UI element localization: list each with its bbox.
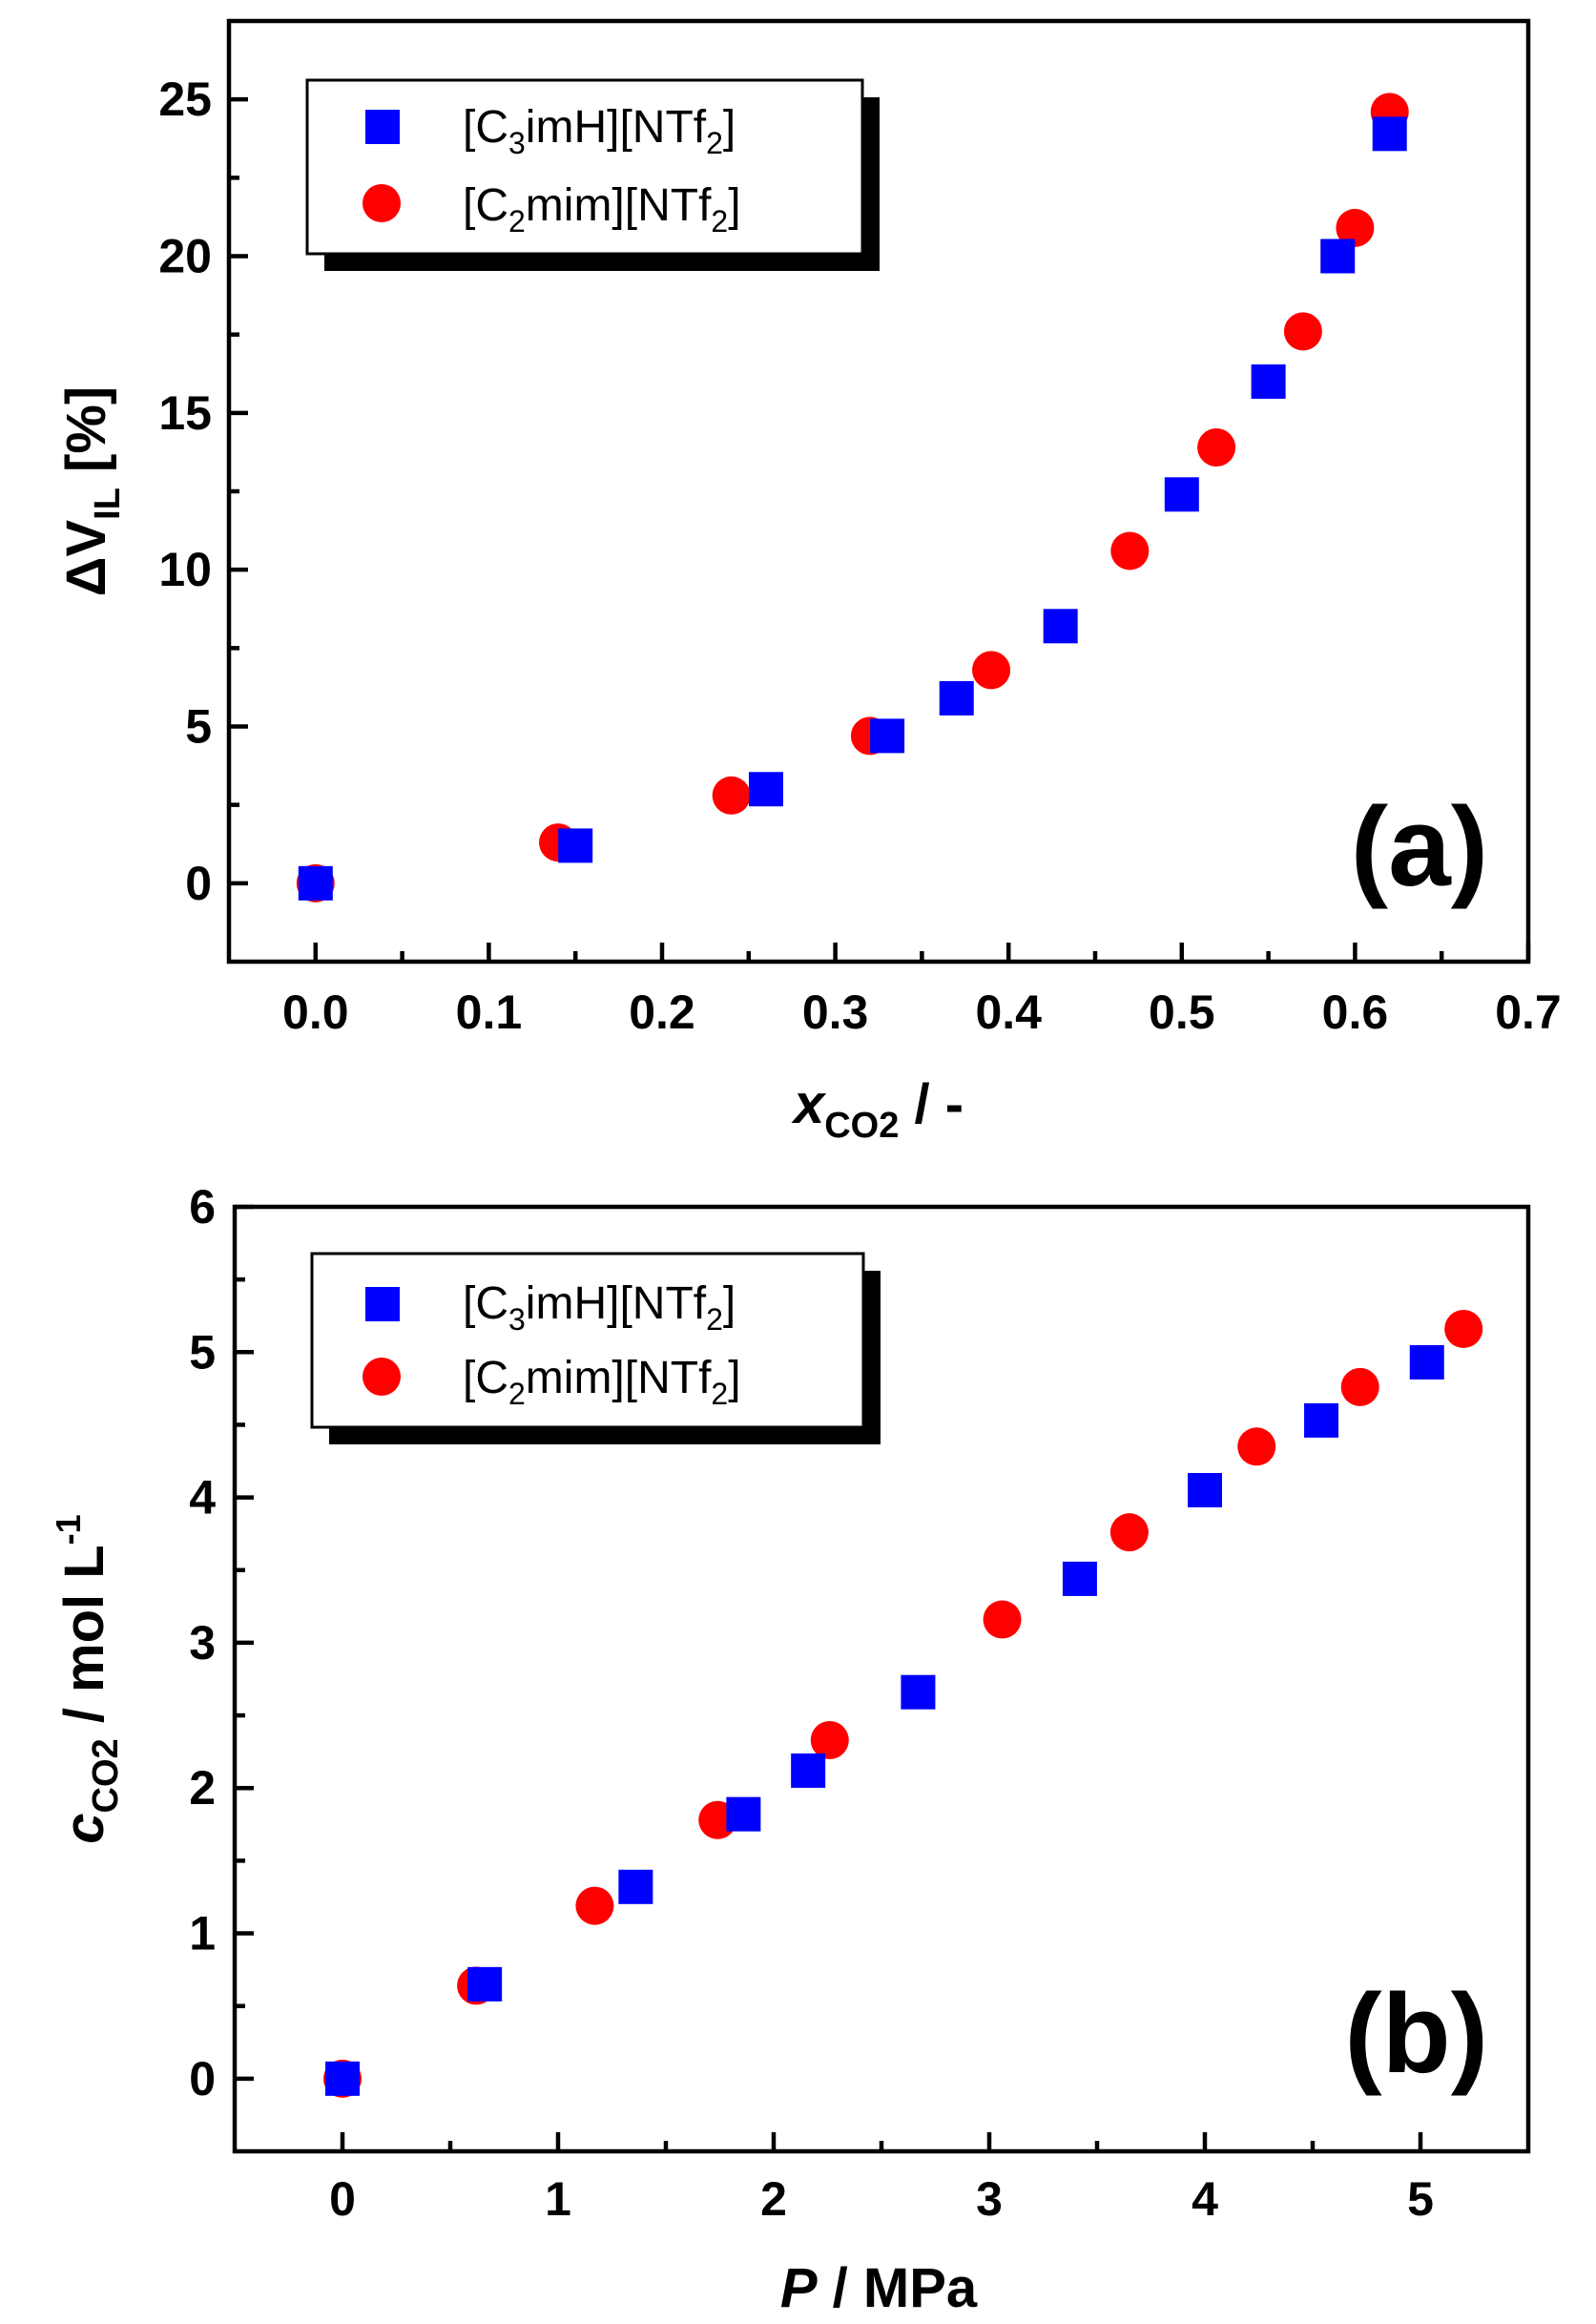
y-tick-label: 10 [158,543,212,596]
panel-b-legend: [C3imH][NTf2] [C2mim][NTf2] [310,1252,881,1444]
data-point-square [901,1674,936,1710]
y-tick-label: 6 [189,1180,216,1234]
data-point-circle [972,651,1011,690]
y-tick-label: 25 [158,73,212,126]
data-point-square [467,1966,503,2002]
x-tick-label: 1 [545,2172,571,2226]
panel-a-legend: [C3imH][NTf2] [C2mim][NTf2] [305,78,880,271]
x-tick-label: 0.1 [456,986,523,1039]
panel-b-tick-labels: 0 1 2 3 4 5 0 1 2 3 4 5 6 [189,1180,1434,2226]
data-point-square [1409,1344,1444,1380]
data-point-square [726,1796,761,1832]
y-tick-label: 5 [185,700,212,754]
data-point-square [1251,363,1286,399]
data-point-square [325,2061,360,2096]
panel-b-label: (b) [1344,1971,1488,2097]
panel-b-y-axis-title: cCO2 / mol L-1 [49,1514,126,1843]
y-tick-label: 0 [185,857,212,910]
data-point-circle [1197,427,1236,467]
legend-box [310,1252,865,1429]
data-point-square [870,718,905,754]
data-point-circle [1109,1513,1149,1552]
legend-label-c3imh: [C3imH][NTf2] [463,102,736,160]
y-tick-label: 5 [189,1325,216,1379]
legend-label-c3imh: [C3imH][NTf2] [463,1278,736,1337]
x-tick-label: 3 [976,2172,1003,2226]
y-tick-label: 0 [189,2052,216,2106]
data-point-square [1062,1561,1097,1596]
panel-a-x-axis-title: xCO2 / - [791,1073,964,1146]
legend-box [305,78,864,256]
data-point-square [558,828,593,863]
x-tick-label: 0 [329,2172,356,2226]
panel-b-ticks [235,1204,1423,2151]
panel-a-tick-labels: 0.0 0.1 0.2 0.3 0.4 0.5 0.6 0.7 0 5 10 15 20 25 [158,73,1561,1039]
x-tick-label: 2 [760,2172,787,2226]
data-point-circle [1336,208,1375,247]
y-tick-label: 3 [189,1616,216,1670]
x-tick-label: 0.4 [975,986,1042,1039]
legend-circle-marker [363,1358,401,1396]
data-point-circle [1237,1427,1276,1466]
y-tick-label: 15 [158,386,212,440]
data-point-square [939,680,974,716]
data-point-square [618,1869,653,1904]
y-tick-label: 20 [158,230,212,283]
x-tick-label: 5 [1407,2172,1434,2226]
legend-square-marker [365,1287,400,1321]
data-point-square [791,1753,826,1788]
panel-a-ticks [229,96,1531,962]
legend-square-marker [365,110,400,144]
data-point-circle [1444,1309,1483,1348]
y-tick-label: 1 [189,1907,216,1961]
data-point-circle [712,776,751,815]
data-point-square [1372,116,1407,152]
panel-a-data-points [296,93,1409,903]
data-point-circle [983,1600,1022,1639]
data-point-square [1304,1402,1339,1438]
legend-label-c2mim: [C2mim][NTf2] [463,180,741,239]
data-point-circle [1340,1367,1379,1406]
data-point-square [748,772,783,807]
x-tick-label: 0.2 [629,986,695,1039]
data-point-circle [1110,531,1150,571]
data-point-square [298,865,333,901]
x-tick-label: 0.6 [1322,986,1389,1039]
data-point-square [1164,477,1199,512]
x-tick-label: 0.7 [1495,986,1562,1039]
panel-a-y-axis-title: ΔVIL [%] [55,386,128,596]
data-point-circle [810,1720,849,1759]
x-tick-label: 0.3 [802,986,869,1039]
x-tick-label: 0.5 [1149,986,1215,1039]
data-point-square [1320,239,1356,274]
x-tick-label: 4 [1192,2172,1218,2226]
panel-b-data-points [323,1309,1483,2098]
panel-b: 0 1 2 3 4 5 0 1 2 3 4 5 6 [C3imH][NTf2] [C2mim][NTf2… [49,1180,1531,2319]
legend-circle-marker [363,184,401,222]
panel-a-label: (a) [1351,784,1488,910]
legend-label-c2mim: [C2mim][NTf2] [463,1353,741,1411]
x-tick-label: 0.0 [282,986,349,1039]
panel-a: 0.0 0.1 0.2 0.3 0.4 0.5 0.6 0.7 0 5 10 15 20 25 [C3im… [55,18,1562,1146]
y-tick-label: 4 [189,1471,216,1525]
data-point-square [1188,1473,1222,1507]
data-point-square [1043,609,1078,644]
y-tick-label: 2 [189,1761,216,1815]
data-point-circle [575,1886,614,1925]
panel-b-x-axis-title: P / MPa [780,2257,978,2319]
data-point-circle [1283,312,1322,351]
